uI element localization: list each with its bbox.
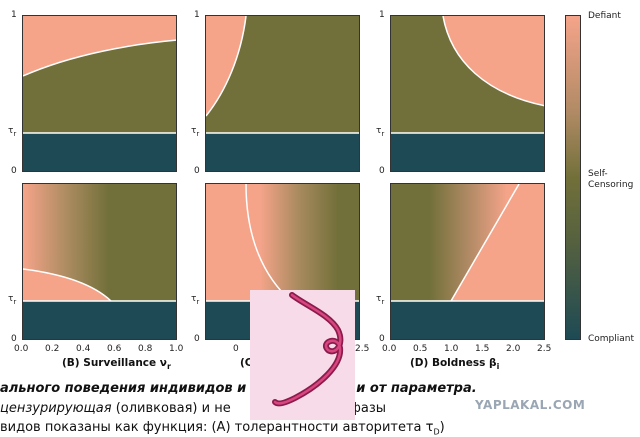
- phase-diagram-top-d: [391, 16, 544, 171]
- x-tick-label: 0.5: [413, 344, 428, 354]
- x-tick-label: 0.2: [45, 344, 60, 354]
- phase-diagram-top-c: [206, 16, 359, 171]
- y-tick-tau-d2: τr: [376, 294, 385, 306]
- x-tick-label: 2.5: [537, 344, 552, 354]
- y-tick-bottom: 0: [11, 166, 17, 176]
- y-tick-bottom-c: 0: [194, 166, 200, 176]
- ribbon-icon: [272, 292, 344, 407]
- caption-b: (B) Surveillance νr: [62, 357, 171, 372]
- x-tick-label: 0.0: [14, 344, 29, 354]
- phase-diagram-bottom-d: [391, 184, 544, 339]
- panel-bottom-b: [22, 183, 177, 340]
- x-tick-label: 0.6: [107, 344, 122, 354]
- x-tick-label: 2.0: [506, 344, 521, 354]
- colorbar: [565, 15, 581, 340]
- text-line-3: видов показаны как функция: (A) толерант…: [0, 420, 445, 437]
- y-tick-top: 1: [11, 10, 17, 20]
- y-tick-bottom-d: 0: [379, 166, 385, 176]
- colorbar-label-defiant: Defiant: [588, 11, 621, 21]
- y-tick-bottom-c2: 0: [194, 334, 200, 344]
- y-tick-tau-c: τr: [191, 126, 200, 138]
- y-tick-top-d: 1: [379, 10, 385, 20]
- x-tick-label: 0.4: [76, 344, 91, 354]
- x-tick-label: 1.0: [444, 344, 459, 354]
- x-tick-label: 2.5: [355, 344, 370, 354]
- phase-diagram-bottom-b: [23, 184, 176, 339]
- panel-top-c: [205, 15, 360, 172]
- x-tick-label: 1.5: [475, 344, 490, 354]
- y-tick-tau: τr: [8, 126, 17, 138]
- watermark: YAPLAKAL.COM: [475, 398, 586, 412]
- phase-diagram-top-b: [23, 16, 176, 171]
- x-tick-label: 0: [233, 344, 239, 354]
- y-tick-tau-b2: τr: [8, 294, 17, 306]
- y-tick-top-c: 1: [194, 10, 200, 20]
- x-tick-label: 1.0: [169, 344, 184, 354]
- pink-sticker-overlay: [250, 290, 355, 420]
- caption-d: (D) Boldness βi: [410, 357, 500, 372]
- panel-bottom-d: [390, 183, 545, 340]
- x-tick-label: 0.8: [138, 344, 153, 354]
- panel-top-b: [22, 15, 177, 172]
- colorbar-label-compliant: Compliant: [588, 334, 635, 344]
- y-tick-tau-d: τr: [376, 126, 385, 138]
- y-tick-bottom-b2: 0: [11, 334, 17, 344]
- panel-top-d: [390, 15, 545, 172]
- colorbar-label-self: Self-: [588, 169, 608, 179]
- y-tick-bottom-d2: 0: [379, 334, 385, 344]
- y-tick-tau-c2: τr: [191, 294, 200, 306]
- colorbar-label-censoring: Censoring: [588, 180, 634, 190]
- caption-c: (C: [240, 357, 253, 369]
- x-tick-label: 0.0: [382, 344, 397, 354]
